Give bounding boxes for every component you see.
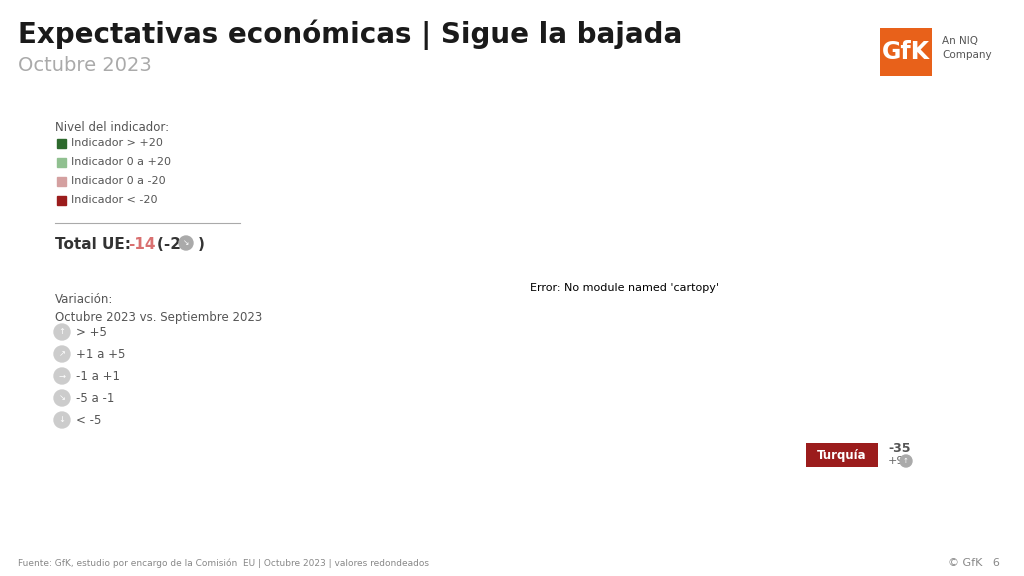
- Text: (-2: (-2: [157, 237, 186, 252]
- Text: ↗: ↗: [58, 350, 66, 358]
- Text: Nivel del indicador:: Nivel del indicador:: [55, 121, 169, 134]
- Text: +1 a +5: +1 a +5: [76, 347, 125, 361]
- Text: > +5: > +5: [76, 325, 106, 339]
- Text: Expectativas económicas | Sigue la bajada: Expectativas económicas | Sigue la bajad…: [18, 20, 682, 51]
- Text: -5 a -1: -5 a -1: [76, 392, 115, 404]
- Text: ↘: ↘: [58, 393, 66, 403]
- Text: © GfK   6: © GfK 6: [948, 558, 1000, 568]
- Text: Indicador 0 a -20: Indicador 0 a -20: [71, 176, 166, 186]
- Circle shape: [54, 368, 70, 384]
- Text: Indicador 0 a +20: Indicador 0 a +20: [71, 157, 171, 167]
- Circle shape: [54, 412, 70, 428]
- Text: An NIQ
Company: An NIQ Company: [942, 36, 991, 60]
- Circle shape: [54, 346, 70, 362]
- Circle shape: [179, 236, 193, 250]
- Bar: [57, 177, 66, 186]
- FancyBboxPatch shape: [880, 28, 932, 76]
- Text: Fuente: GfK, estudio por encargo de la Comisión  EU | Octubre 2023 | valores red: Fuente: GfK, estudio por encargo de la C…: [18, 559, 429, 568]
- Text: Octubre 2023: Octubre 2023: [18, 56, 152, 75]
- Text: ): ): [198, 237, 205, 252]
- Text: -1 a +1: -1 a +1: [76, 369, 120, 382]
- Text: GfK: GfK: [882, 40, 930, 64]
- Circle shape: [54, 390, 70, 406]
- Text: ↓: ↓: [58, 415, 66, 425]
- Text: Indicador > +20: Indicador > +20: [71, 138, 163, 148]
- Text: Error: No module named 'cartopy': Error: No module named 'cartopy': [530, 283, 719, 293]
- Text: Variación:
Octubre 2023 vs. Septiembre 2023: Variación: Octubre 2023 vs. Septiembre 2…: [55, 293, 262, 324]
- Bar: [57, 158, 66, 167]
- Text: +9: +9: [888, 456, 904, 466]
- Text: ↑: ↑: [58, 328, 66, 336]
- Text: Indicador < -20: Indicador < -20: [71, 195, 158, 205]
- Text: Turquía: Turquía: [817, 449, 866, 461]
- Text: ↑: ↑: [903, 458, 909, 464]
- Bar: [57, 139, 66, 148]
- Text: →: →: [58, 372, 66, 381]
- Text: -14: -14: [128, 237, 156, 252]
- Circle shape: [54, 324, 70, 340]
- Text: -35: -35: [888, 442, 910, 456]
- FancyBboxPatch shape: [806, 443, 878, 467]
- Text: < -5: < -5: [76, 414, 101, 426]
- Circle shape: [900, 455, 912, 467]
- Text: ↘: ↘: [183, 238, 189, 248]
- Bar: [57, 196, 66, 205]
- Text: Total UE:: Total UE:: [55, 237, 136, 252]
